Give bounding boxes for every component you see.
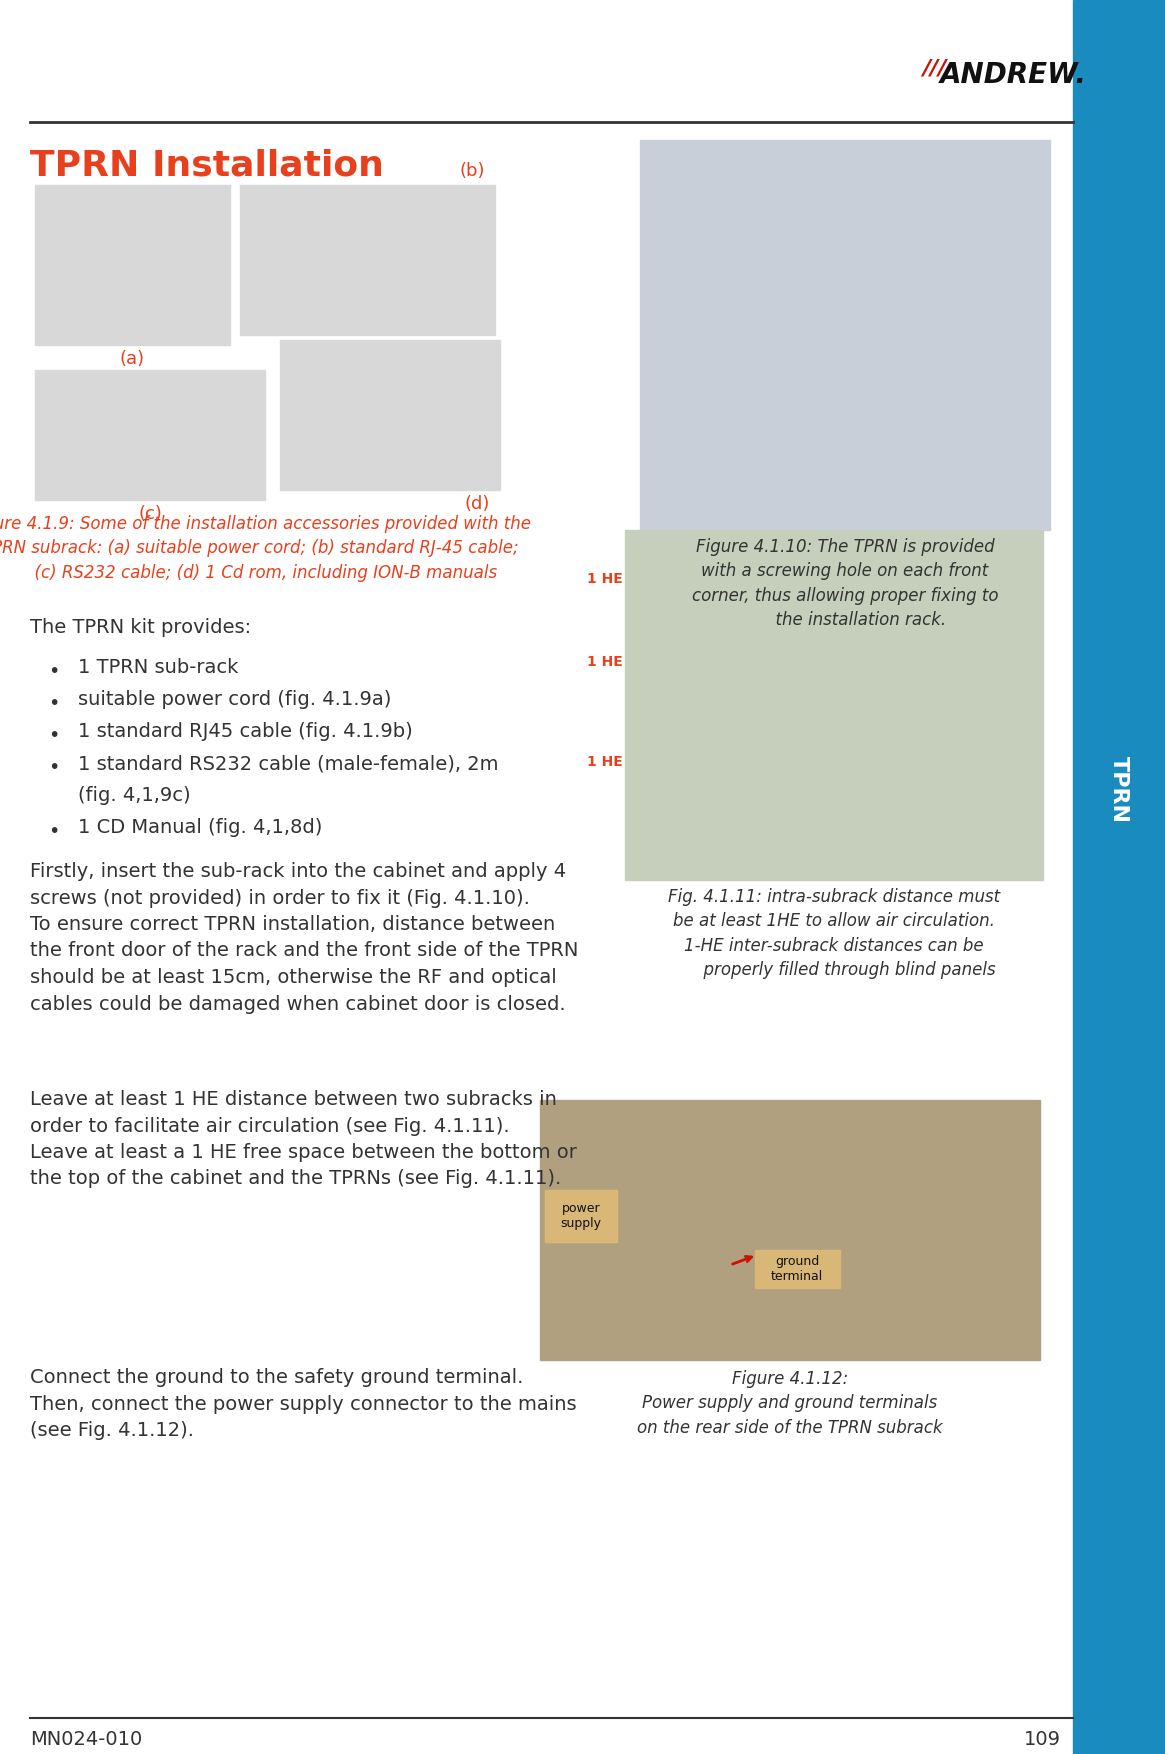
Text: (fig. 4,1,9c): (fig. 4,1,9c) [78,786,191,805]
Text: 1 standard RS232 cable (male-female), 2m: 1 standard RS232 cable (male-female), 2m [78,754,499,774]
Text: Leave at least 1 HE distance between two subracks in
order to facilitate air cir: Leave at least 1 HE distance between two… [30,1089,577,1189]
Text: •: • [48,758,59,777]
Text: Figure 4.1.9: Some of the installation accessories provided with the
TPRN subrac: Figure 4.1.9: Some of the installation a… [0,516,531,582]
Text: 1 HE: 1 HE [587,654,623,668]
Text: power
supply: power supply [560,1201,601,1230]
Bar [624,530,1043,881]
Text: (a): (a) [120,351,144,368]
Bar [35,370,264,500]
Text: TPRN Installation: TPRN Installation [30,147,384,182]
Text: •: • [48,695,59,712]
Bar [240,184,495,335]
Text: •: • [48,726,59,745]
Text: Connect the ground to the safety ground terminal.
Then, connect the power supply: Connect the ground to the safety ground … [30,1368,577,1440]
Text: 109: 109 [1024,1729,1061,1749]
Text: •: • [48,823,59,840]
Bar [541,1100,1040,1359]
Text: 1 CD Manual (fig. 4,1,8d): 1 CD Manual (fig. 4,1,8d) [78,817,323,837]
Text: (b): (b) [459,161,485,181]
Bar [1073,0,1165,1754]
Text: (c): (c) [139,505,162,523]
Bar [280,340,500,489]
Text: ///: /// [922,58,946,77]
Text: Firstly, insert the sub-rack into the cabinet and apply 4
screws (not provided) : Firstly, insert the sub-rack into the ca… [30,861,578,1014]
Text: MN024-010: MN024-010 [30,1729,142,1749]
Bar [545,1189,617,1242]
Bar [755,1251,840,1287]
Text: 1 standard RJ45 cable (fig. 4.1.9b): 1 standard RJ45 cable (fig. 4.1.9b) [78,723,412,740]
Text: The TPRN kit provides:: The TPRN kit provides: [30,617,252,637]
Text: Figure 4.1.12:
Power supply and ground terminals
on the rear side of the TPRN su: Figure 4.1.12: Power supply and ground t… [637,1370,942,1437]
Text: 1 TPRN sub-rack: 1 TPRN sub-rack [78,658,239,677]
Text: TPRN: TPRN [1109,756,1129,823]
Text: ground
terminal: ground terminal [771,1256,824,1282]
Text: suitable power cord (fig. 4.1.9a): suitable power cord (fig. 4.1.9a) [78,689,391,709]
Text: Fig. 4.1.11: intra-subrack distance must
be at least 1HE to allow air circulatio: Fig. 4.1.11: intra-subrack distance must… [668,888,1000,979]
Text: 1 HE: 1 HE [587,754,623,768]
Bar [35,184,230,346]
Text: ANDREW.: ANDREW. [940,61,1087,89]
Bar [640,140,1050,530]
Text: Figure 4.1.10: The TPRN is provided
with a screwing hole on each front
corner, t: Figure 4.1.10: The TPRN is provided with… [692,538,998,630]
Text: (d): (d) [465,495,490,512]
Text: •: • [48,661,59,681]
Text: 1 HE: 1 HE [587,572,623,586]
